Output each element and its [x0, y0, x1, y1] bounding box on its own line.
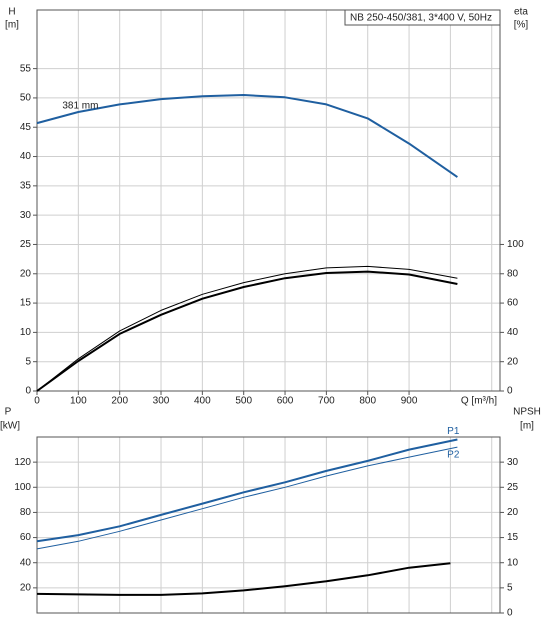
y2-axis-label: [m] [520, 421, 534, 432]
plot-frame [36, 9, 501, 392]
series-label: 381 mm [62, 101, 98, 112]
y2-tick-label: 100 [507, 239, 524, 250]
y-tick-label: 10 [20, 327, 32, 338]
plot-frame [36, 436, 501, 614]
x-tick-label: 800 [359, 396, 376, 407]
series-label: P2 [447, 450, 460, 461]
y2-tick-label: 25 [507, 482, 519, 493]
curve [36, 94, 458, 178]
y-axis-label: [m] [5, 20, 19, 31]
y-tick-label: 40 [20, 557, 32, 568]
y-tick-label: 35 [20, 180, 32, 191]
y-axis-label: P [5, 407, 12, 418]
y2-tick-label: 20 [507, 507, 519, 518]
y2-tick-label: 60 [507, 298, 519, 309]
x-tick-label: 500 [235, 396, 252, 407]
y2-tick-label: 80 [507, 268, 519, 279]
curve [36, 438, 458, 543]
y-tick-label: 25 [20, 239, 32, 250]
y-tick-label: 45 [20, 122, 32, 133]
y-tick-label: 80 [20, 507, 32, 518]
x-tick-label: 700 [318, 396, 335, 407]
y2-tick-label: 40 [507, 327, 519, 338]
y2-tick-label: 10 [507, 557, 519, 568]
y-tick-label: 30 [20, 210, 32, 221]
x-tick-label: 0 [34, 396, 40, 407]
y-tick-label: 20 [20, 582, 32, 593]
y-axis-label: [kW] [0, 421, 20, 432]
x-tick-label: 900 [401, 396, 418, 407]
y-tick-label: 15 [20, 298, 32, 309]
y2-tick-label: 15 [507, 532, 519, 543]
x-axis-label: Q [m³/h] [461, 396, 497, 407]
x-tick-label: 600 [277, 396, 294, 407]
y-axis-label: H [8, 7, 15, 18]
y-tick-label: 55 [20, 63, 32, 74]
series-label: P1 [447, 426, 460, 437]
y2-tick-label: 5 [507, 582, 513, 593]
y2-axis-label: NPSH [513, 407, 541, 418]
y-tick-label: 120 [14, 457, 31, 468]
y2-tick-label: 0 [507, 608, 513, 619]
y-tick-label: 60 [20, 532, 32, 543]
y-tick-label: 0 [25, 386, 31, 397]
y-tick-label: 100 [14, 482, 31, 493]
y2-tick-label: 30 [507, 457, 519, 468]
x-tick-label: 200 [111, 396, 128, 407]
y-tick-label: 40 [20, 151, 32, 162]
y2-tick-label: 20 [507, 356, 519, 367]
y-tick-label: 5 [25, 356, 31, 367]
curve [36, 265, 458, 392]
curve [36, 562, 451, 596]
y2-axis-label: eta [514, 7, 528, 18]
y-tick-label: 50 [20, 93, 32, 104]
y-tick-label: 20 [20, 268, 32, 279]
y2-axis-label: [%] [514, 20, 529, 31]
chart-title: NB 250-450/381, 3*400 V, 50Hz [350, 13, 492, 24]
x-tick-label: 300 [153, 396, 170, 407]
x-tick-label: 400 [194, 396, 211, 407]
y2-tick-label: 0 [507, 386, 513, 397]
x-tick-label: 100 [70, 396, 87, 407]
title-box [344, 9, 501, 26]
curve [36, 270, 458, 392]
curve [36, 446, 458, 550]
